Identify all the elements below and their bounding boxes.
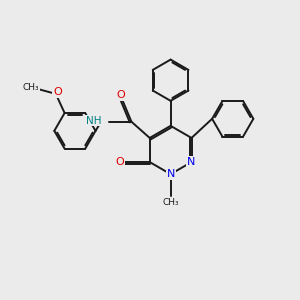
Text: O: O [117, 90, 125, 100]
Text: N: N [187, 157, 196, 167]
Text: O: O [53, 87, 62, 98]
Text: N: N [167, 169, 175, 179]
Text: CH₃: CH₃ [22, 83, 39, 92]
Text: CH₃: CH₃ [162, 198, 179, 207]
Text: O: O [115, 157, 124, 167]
Text: NH: NH [85, 116, 101, 126]
